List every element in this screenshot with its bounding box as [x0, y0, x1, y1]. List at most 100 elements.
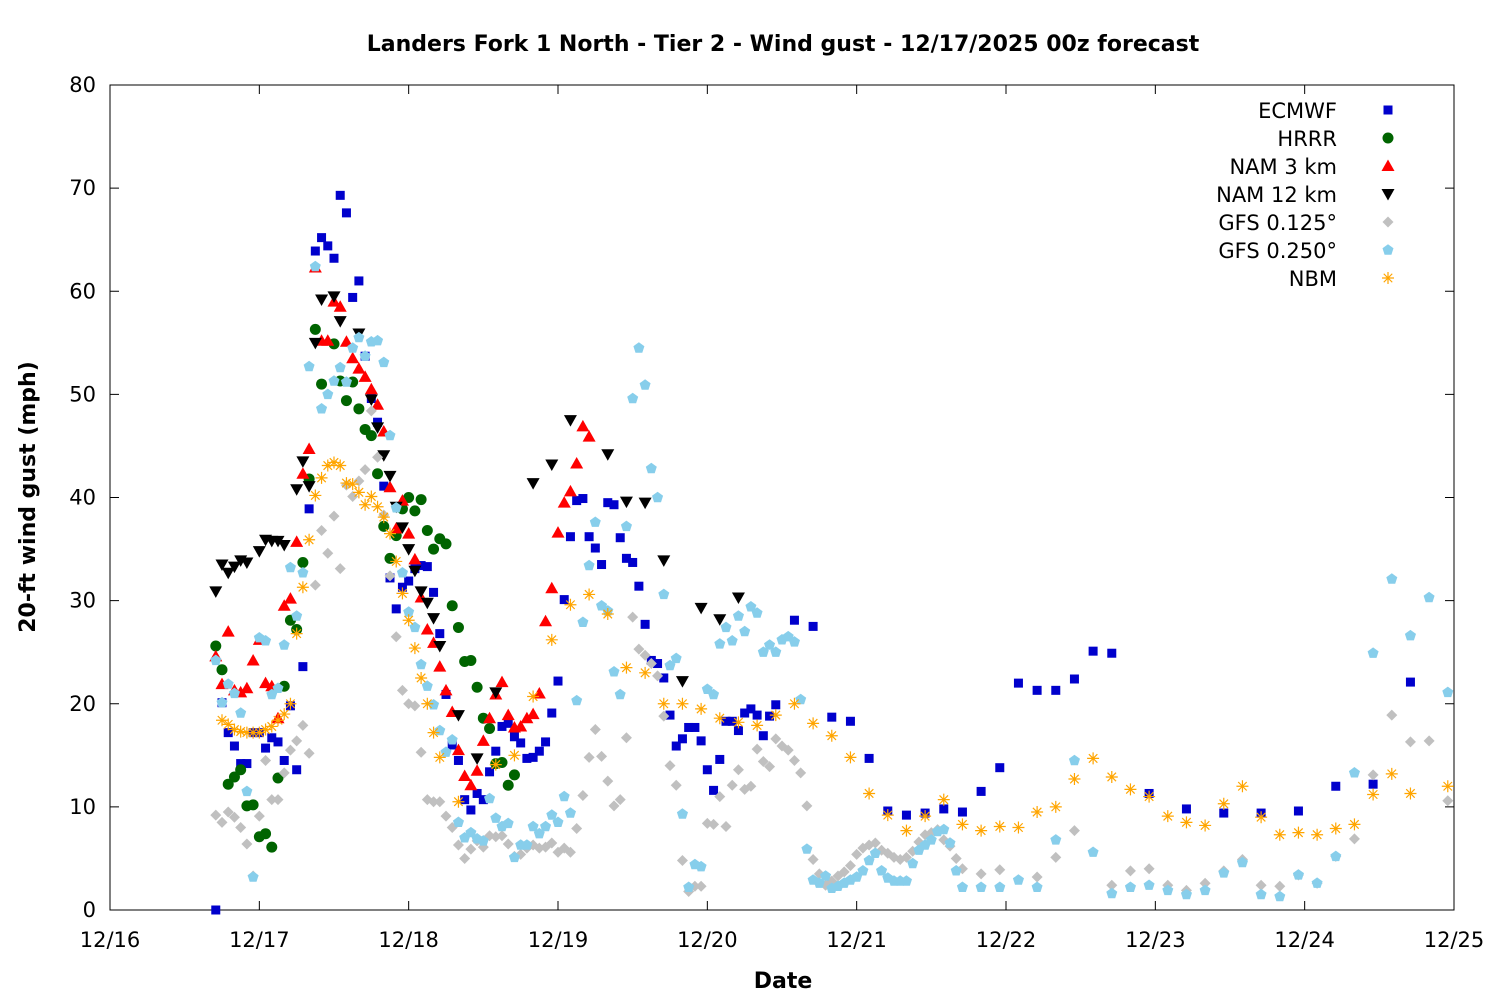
data-point: [628, 557, 638, 567]
legend-label: GFS 0.125°: [1218, 211, 1337, 235]
data-point: [956, 881, 968, 892]
data-point: [236, 759, 246, 769]
data-point: [639, 649, 651, 661]
data-point: [246, 653, 260, 666]
data-point: [795, 767, 807, 779]
data-point: [1255, 811, 1268, 824]
data-point: [259, 723, 272, 736]
data-point: [408, 552, 422, 565]
data-point: [316, 403, 328, 414]
data-point: [521, 839, 533, 850]
y-tick-label: 30: [69, 589, 96, 613]
data-point: [684, 722, 694, 732]
data-point: [227, 561, 241, 574]
legend-marker-icon: [1381, 189, 1395, 201]
data-point: [1050, 834, 1062, 845]
data-point: [216, 664, 228, 676]
data-point: [502, 779, 514, 791]
data-point: [1442, 686, 1454, 698]
data-point: [283, 592, 297, 604]
x-tick-label: 12/22: [976, 928, 1037, 952]
data-point: [683, 881, 695, 892]
data-point: [671, 741, 681, 751]
data-point: [1199, 877, 1211, 889]
data-point: [869, 837, 881, 849]
x-tick-label: 12/17: [229, 928, 290, 952]
data-point: [465, 826, 477, 838]
data-point: [383, 470, 397, 483]
data-point: [615, 533, 625, 543]
data-point: [602, 775, 614, 787]
data-point: [346, 351, 360, 364]
data-point: [670, 652, 682, 664]
data-point: [1385, 767, 1398, 780]
data-point: [758, 731, 768, 741]
data-point: [277, 599, 291, 611]
data-point: [421, 697, 434, 710]
data-point: [937, 793, 950, 806]
data-point: [619, 496, 633, 509]
data-point: [1311, 877, 1323, 888]
data-point: [658, 588, 670, 600]
data-point: [1087, 846, 1099, 857]
data-point: [271, 535, 285, 548]
data-point: [347, 490, 359, 502]
data-point: [433, 751, 446, 764]
legend-label: ECMWF: [1258, 99, 1337, 123]
data-point: [471, 681, 483, 693]
data-point: [1013, 678, 1023, 688]
data-point: [240, 557, 254, 569]
data-point: [496, 830, 508, 842]
data-point: [415, 671, 428, 684]
data-point: [415, 746, 427, 758]
data-point: [358, 370, 372, 382]
data-point: [497, 721, 507, 731]
data-point: [727, 716, 737, 726]
data-point: [1162, 884, 1174, 896]
data-point: [502, 817, 514, 829]
data-point: [451, 710, 465, 722]
data-point: [228, 687, 240, 699]
data-point: [564, 598, 577, 611]
data-point: [652, 491, 664, 503]
data-point: [273, 737, 283, 747]
data-point: [297, 556, 309, 568]
data-point: [851, 848, 863, 860]
data-point: [745, 601, 757, 612]
data-point: [372, 468, 384, 480]
series-gfs-0-250-: [210, 260, 1454, 902]
y-tick-label: 10: [69, 795, 96, 819]
data-point: [383, 480, 397, 493]
data-point: [309, 323, 321, 335]
data-point: [221, 567, 235, 580]
data-point: [745, 780, 757, 792]
data-point: [1330, 850, 1342, 862]
data-point: [1274, 880, 1286, 892]
data-point: [308, 337, 322, 350]
data-point: [395, 522, 409, 534]
y-axis-label: 20-ft wind gust (mph): [16, 361, 41, 633]
data-point: [589, 724, 601, 736]
data-point: [415, 658, 427, 670]
data-point: [788, 754, 800, 766]
data-point: [676, 808, 688, 819]
data-point: [788, 697, 801, 710]
data-point: [769, 709, 782, 722]
data-point: [440, 538, 452, 550]
data-point: [547, 708, 557, 718]
data-point: [371, 500, 384, 513]
data-point: [732, 764, 744, 776]
data-point: [869, 847, 881, 858]
data-point: [240, 726, 253, 739]
data-point: [451, 743, 465, 756]
data-point: [235, 707, 247, 718]
data-point: [695, 880, 707, 892]
series-nam-12-km: [209, 291, 745, 765]
data-point: [546, 837, 558, 849]
data-point: [261, 743, 271, 753]
data-point: [1368, 779, 1378, 789]
data-point: [352, 362, 366, 374]
y-tick-label: 20: [69, 692, 96, 716]
data-point: [508, 851, 520, 863]
data-point: [1367, 647, 1379, 658]
